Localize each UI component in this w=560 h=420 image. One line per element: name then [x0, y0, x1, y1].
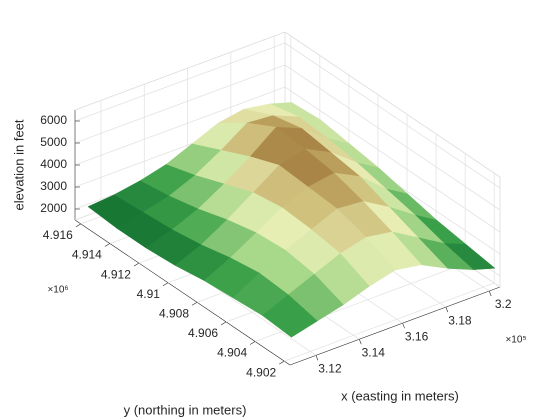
y-axis-line [74, 219, 291, 366]
y-exponent: ×10⁶ [47, 285, 68, 296]
y-tick [104, 243, 111, 247]
y-tick [133, 262, 140, 267]
grid-line [74, 86, 286, 166]
surface [87, 102, 496, 338]
y-tick [279, 360, 285, 365]
y-tick [75, 223, 81, 228]
x-tick [488, 290, 492, 297]
z-tick-label: 6000 [40, 113, 67, 127]
y-tick-label: 4.908 [159, 306, 189, 320]
x-tick [358, 339, 362, 345]
surface-patch [261, 294, 318, 338]
y-tick-label: 4.912 [101, 267, 131, 281]
grid-line [284, 64, 501, 211]
y-tick [220, 321, 227, 326]
z-tick-label: 3000 [40, 179, 67, 193]
x-axis-label: x (easting in meters) [341, 388, 459, 403]
x-tick [445, 306, 449, 313]
x-axis-line [289, 286, 501, 366]
x-tick-label: 3.2 [495, 297, 512, 311]
y-tick-label: 4.904 [217, 346, 247, 360]
y-tick-label: 4.91 [137, 287, 161, 301]
grid-line [284, 282, 495, 362]
x-tick-label: 3.18 [448, 313, 472, 327]
grid-line [284, 86, 501, 233]
y-tick-label: 4.906 [188, 326, 218, 340]
z-tick-label: 2000 [40, 201, 67, 215]
x-tick-label: 3.16 [405, 329, 429, 343]
x-tick-label: 3.12 [318, 362, 342, 376]
y-tick-label: 4.914 [72, 248, 102, 262]
x-tick [402, 323, 405, 329]
labels: 3.12 3.14 3.16 3.18 3.2 4.902 4.904 4.906 4.908 4… [40, 113, 512, 379]
y-tick [191, 302, 198, 306]
y-tick-label: 4.902 [246, 365, 276, 379]
y-tick [162, 282, 169, 286]
box-edge [74, 31, 286, 111]
x-tick-label: 3.14 [362, 345, 386, 359]
z-axis-label: elevation in feet [11, 119, 26, 210]
grid-line [74, 42, 286, 122]
z-tick-label: 4000 [40, 157, 67, 171]
y-tick-label: 4.916 [43, 228, 73, 242]
box-edge [284, 31, 501, 178]
grid-line [284, 42, 501, 189]
y-axis-label: y (northing in meters) [124, 402, 247, 417]
y-tick [249, 341, 256, 345]
x-exponent: ×10⁵ [505, 335, 526, 346]
x-tick [315, 355, 319, 361]
grid-line [74, 64, 286, 144]
z-tick-label: 5000 [40, 135, 67, 149]
